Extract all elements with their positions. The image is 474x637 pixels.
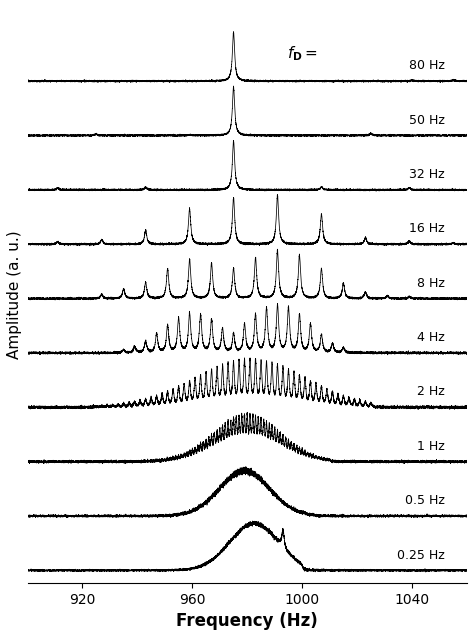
X-axis label: Frequency (Hz): Frequency (Hz) — [176, 612, 318, 630]
Text: 32 Hz: 32 Hz — [410, 168, 445, 181]
Text: 4 Hz: 4 Hz — [417, 331, 445, 344]
Text: 0.25 Hz: 0.25 Hz — [397, 548, 445, 562]
Text: $\mathbf{\mathit{f}}_\mathbf{D}=$: $\mathbf{\mathit{f}}_\mathbf{D}=$ — [287, 45, 318, 63]
Text: 2 Hz: 2 Hz — [417, 385, 445, 398]
Text: 16 Hz: 16 Hz — [410, 222, 445, 235]
Text: 0.5 Hz: 0.5 Hz — [405, 494, 445, 507]
Y-axis label: Amplitude (a. u.): Amplitude (a. u.) — [7, 231, 22, 359]
Text: 80 Hz: 80 Hz — [409, 59, 445, 72]
Text: 50 Hz: 50 Hz — [409, 113, 445, 127]
Text: 1 Hz: 1 Hz — [417, 440, 445, 453]
Text: 8 Hz: 8 Hz — [417, 276, 445, 290]
